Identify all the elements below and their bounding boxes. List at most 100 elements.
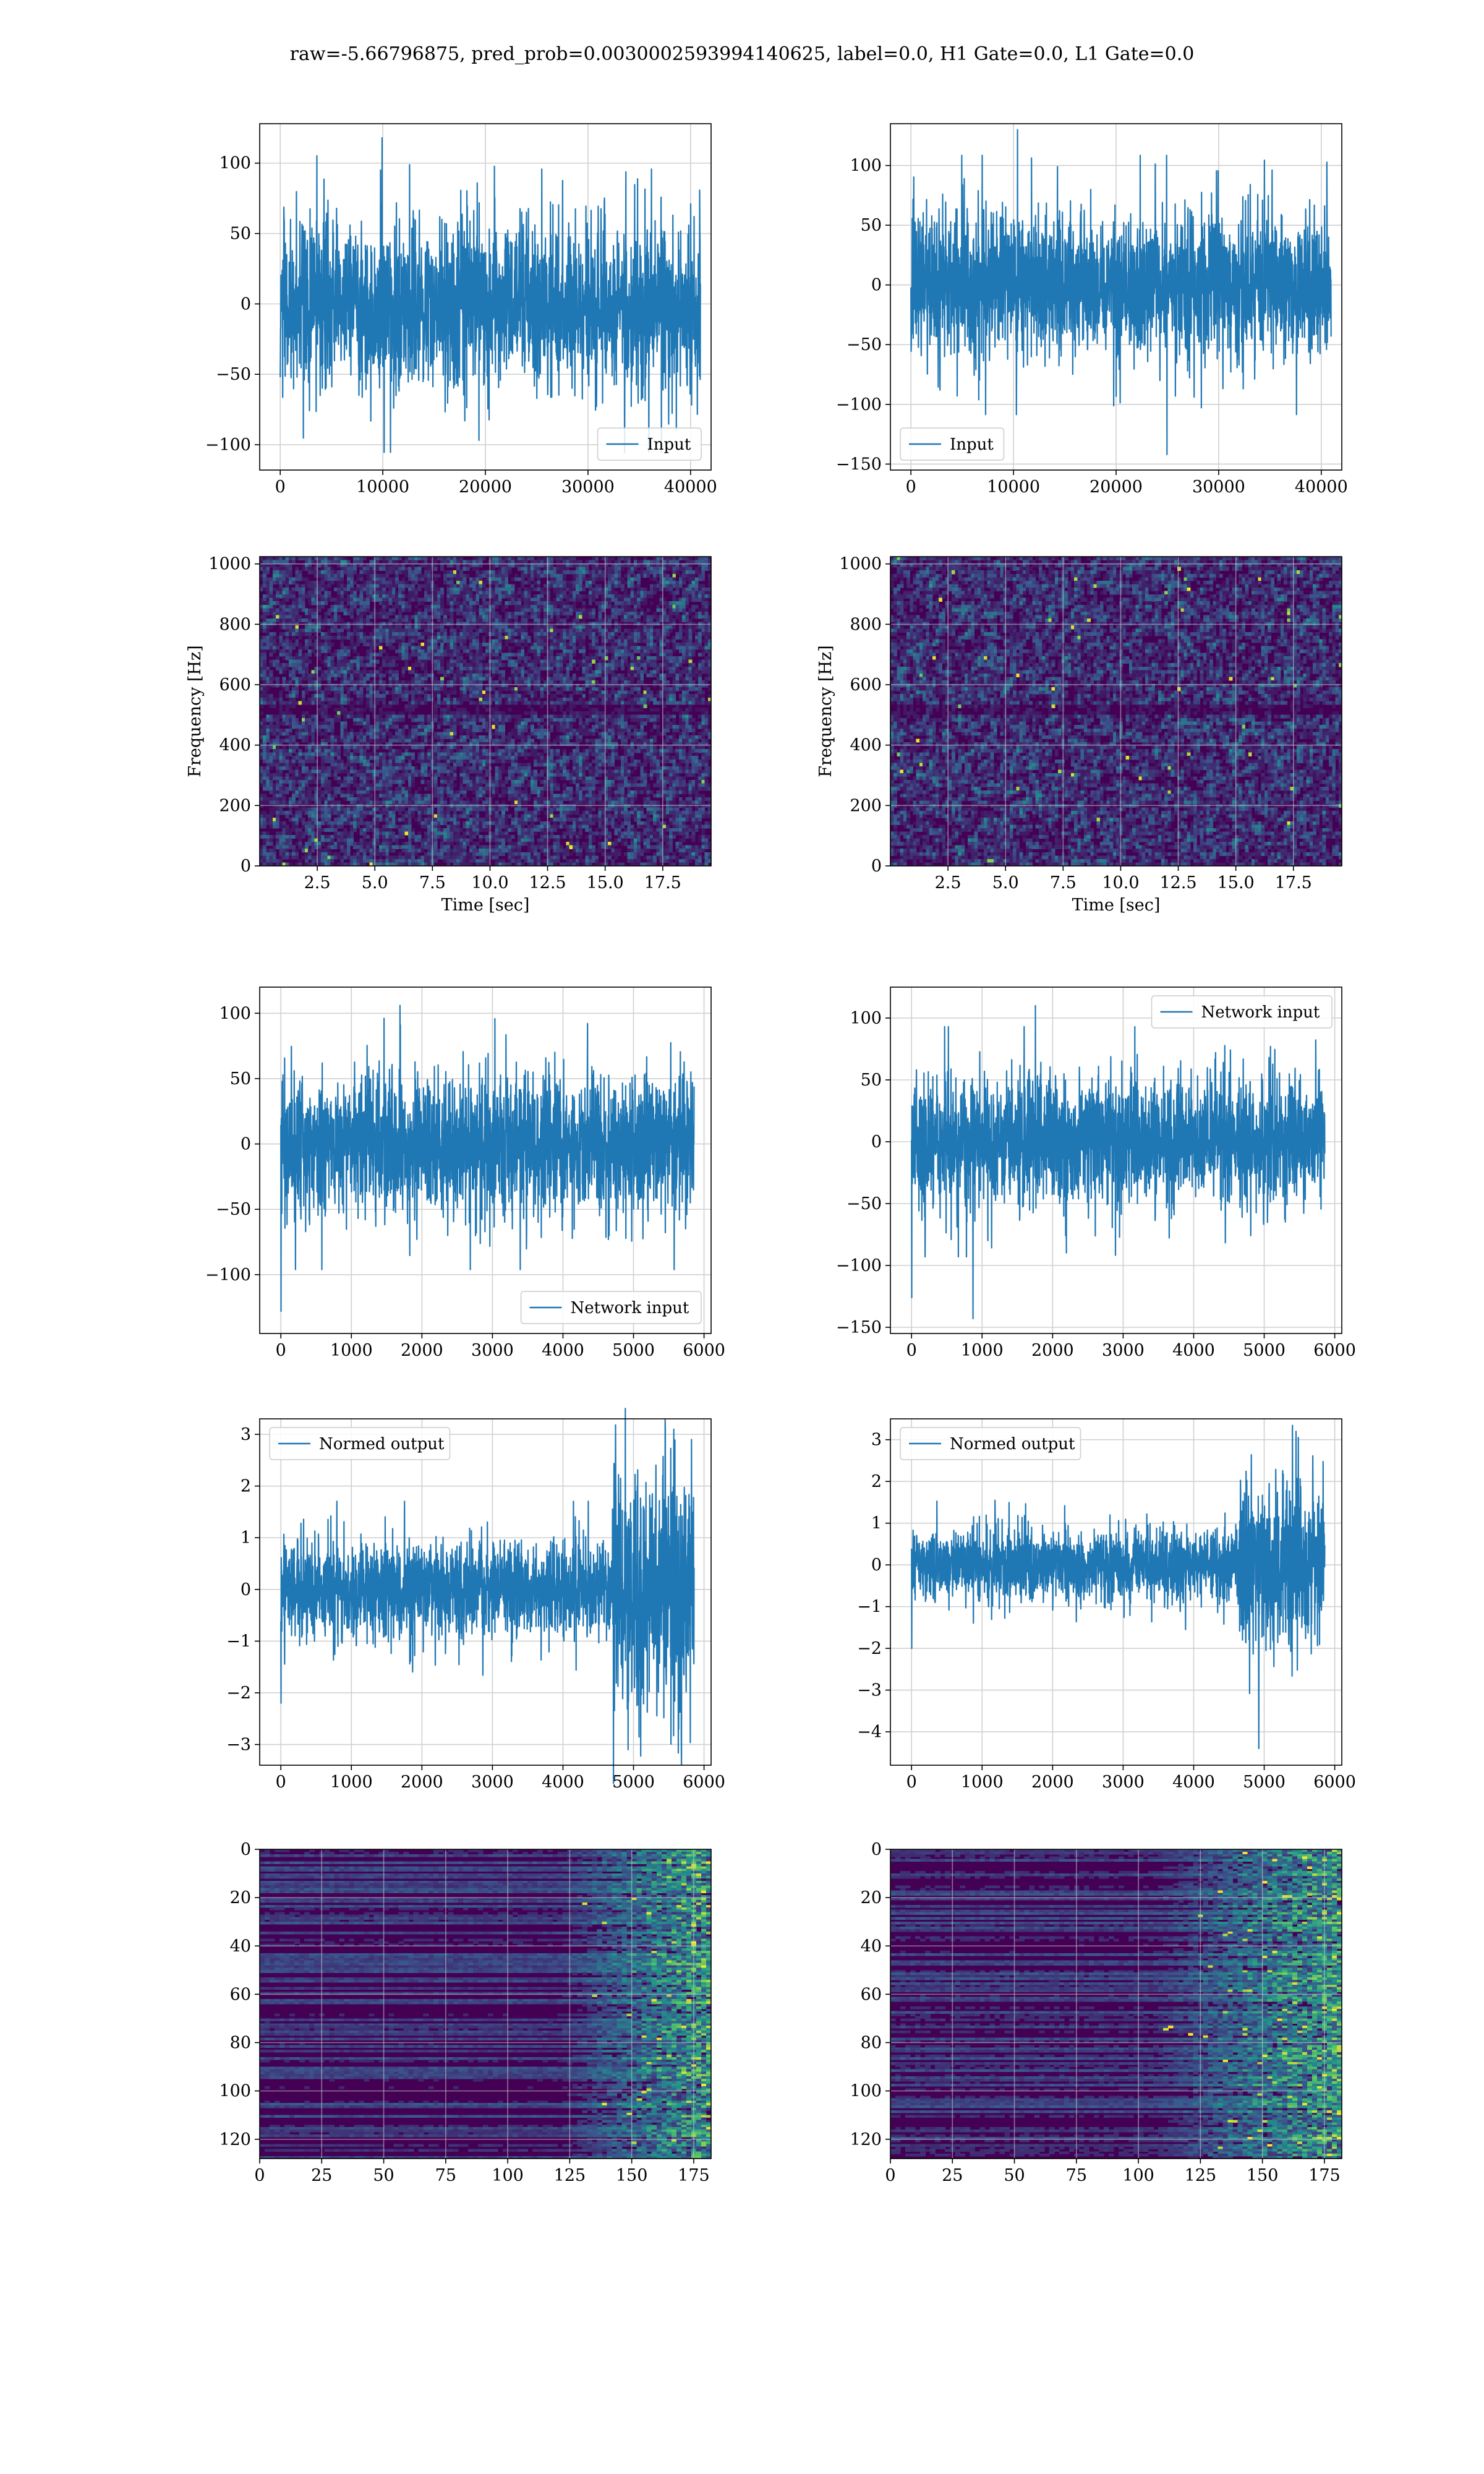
heatmap-cell — [704, 670, 709, 674]
heatmap-cell — [637, 635, 641, 640]
heatmap-cell — [282, 594, 286, 599]
heatmap-cell — [653, 659, 657, 664]
heatmap-cell — [508, 560, 512, 564]
heatmap-cell — [482, 573, 486, 578]
heatmap-cell — [382, 701, 386, 705]
heatmap-cell — [482, 570, 486, 575]
heatmap-cell — [701, 563, 706, 568]
heatmap-cell — [553, 557, 557, 561]
heatmap-cell — [269, 659, 273, 664]
heatmap-cell — [547, 588, 550, 592]
heatmap-cell — [305, 625, 309, 630]
heatmap-cell — [595, 567, 599, 571]
heatmap-cell — [659, 649, 663, 654]
heatmap-cell — [547, 594, 550, 599]
heatmap-cell — [456, 557, 460, 561]
heatmap-cell — [547, 618, 550, 623]
heatmap-cell — [459, 594, 464, 599]
heatmap-cell — [501, 683, 505, 688]
heatmap-cell — [337, 694, 341, 698]
heatmap-cell — [456, 635, 460, 640]
heatmap-cell — [534, 649, 538, 654]
heatmap-cell — [443, 701, 448, 705]
heatmap-cell — [569, 597, 573, 602]
heatmap-cell — [598, 591, 602, 595]
heatmap-cell — [382, 673, 386, 678]
heatmap-cell — [401, 632, 406, 636]
heatmap-cell — [407, 570, 412, 575]
heatmap-cell — [595, 680, 599, 685]
heatmap-cell — [424, 580, 428, 585]
heatmap-cell — [282, 701, 286, 705]
heatmap-cell — [604, 639, 608, 643]
heatmap-cell — [469, 677, 473, 681]
heatmap-cell — [604, 597, 608, 602]
heatmap-cell — [566, 677, 570, 681]
heatmap-cell — [366, 683, 370, 688]
heatmap-cell — [466, 601, 470, 606]
heatmap-cell — [369, 577, 373, 581]
heatmap-cell — [537, 608, 541, 612]
heatmap-cell — [456, 611, 460, 616]
heatmap-cell — [604, 656, 608, 661]
heatmap-cell — [608, 663, 612, 667]
heatmap-cell — [563, 697, 566, 701]
heatmap-cell — [266, 639, 270, 643]
heatmap-cell — [340, 646, 344, 650]
heatmap-cell — [308, 567, 312, 571]
heatmap-cell — [678, 597, 683, 602]
heatmap-cell — [508, 697, 512, 701]
heatmap-cell — [391, 646, 396, 650]
x-tick-label: 0 — [275, 477, 286, 497]
heatmap-cell — [547, 683, 550, 688]
heatmap-cell — [440, 683, 444, 688]
heatmap-cell — [327, 557, 331, 561]
heatmap-cell — [369, 563, 373, 568]
heatmap-cell — [662, 625, 667, 630]
heatmap-cell — [411, 632, 415, 636]
heatmap-cell — [469, 580, 473, 585]
heatmap-cell — [691, 670, 696, 674]
heatmap-cell — [482, 618, 486, 623]
heatmap-cell — [678, 604, 683, 609]
heatmap-cell — [411, 635, 415, 640]
heatmap-cell — [691, 560, 696, 564]
heatmap-cell — [559, 677, 563, 681]
heatmap-cell — [653, 635, 657, 640]
heatmap-cell — [672, 642, 676, 647]
heatmap-cell — [353, 701, 357, 705]
heatmap-cell — [440, 557, 444, 561]
heatmap-cell — [411, 570, 415, 575]
heatmap-cell — [582, 608, 586, 612]
heatmap-cell — [508, 632, 512, 636]
heatmap-cell — [653, 666, 657, 670]
x-tick-label: 10000 — [356, 477, 409, 497]
heatmap-cell — [621, 557, 625, 561]
heatmap-cell — [547, 580, 550, 585]
heatmap-cell — [479, 573, 483, 578]
heatmap-cell — [305, 687, 309, 691]
heatmap-cell — [495, 573, 499, 578]
heatmap-cell — [501, 646, 505, 650]
heatmap-cell — [298, 642, 302, 647]
heatmap-cell — [649, 656, 654, 661]
heatmap-cell — [385, 604, 390, 609]
heatmap-cell — [285, 573, 289, 578]
heatmap-cell — [450, 618, 454, 623]
heatmap-cell — [582, 670, 586, 674]
heatmap-cell — [585, 594, 589, 599]
heatmap-cell — [433, 639, 438, 643]
heatmap-cell — [292, 618, 296, 623]
heatmap-cell — [340, 618, 344, 623]
heatmap-cell — [411, 704, 415, 709]
heatmap-cell — [537, 618, 541, 623]
heatmap-cell — [669, 663, 673, 667]
heatmap-cell — [659, 563, 663, 568]
heatmap-cell — [579, 642, 583, 647]
heatmap-cell — [440, 594, 444, 599]
heatmap-cell — [475, 670, 480, 674]
heatmap-cell — [611, 591, 615, 595]
heatmap-cell — [407, 708, 412, 712]
heatmap-cell — [330, 697, 335, 701]
heatmap-cell — [498, 570, 502, 575]
